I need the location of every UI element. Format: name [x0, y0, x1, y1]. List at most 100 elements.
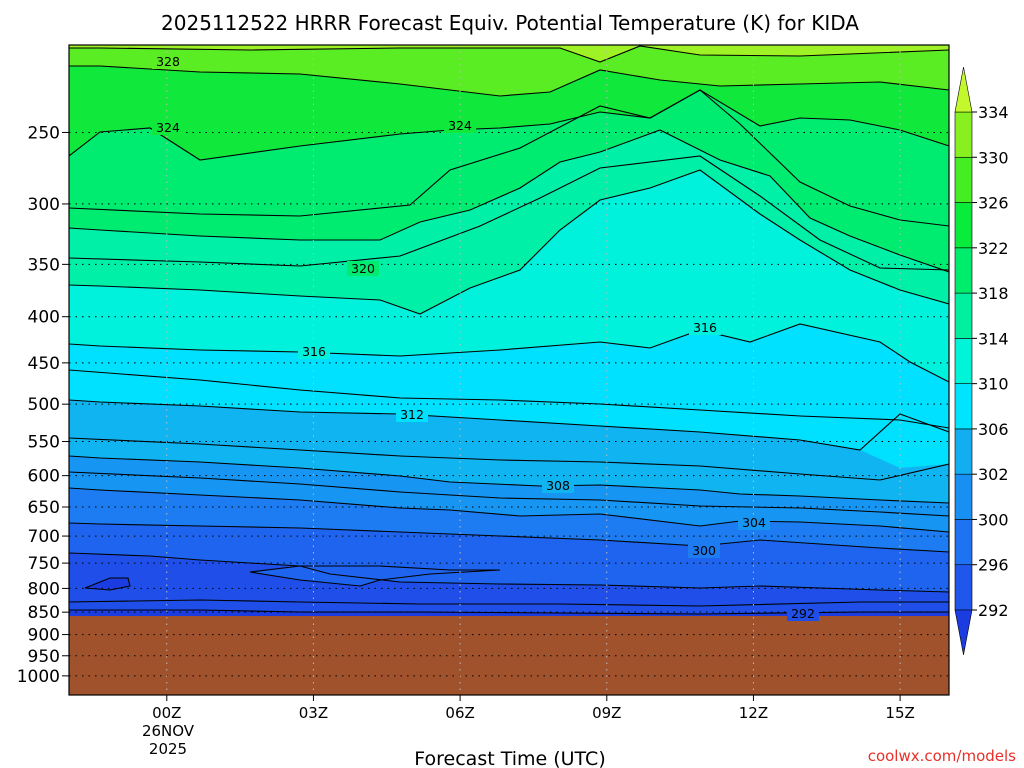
colorbar-segment [954, 292, 973, 339]
contour-line [249, 565, 501, 587]
colorbar-label: 314 [978, 329, 1009, 348]
contour-label-bg [444, 118, 476, 133]
x-tick-label: 12Z [739, 704, 768, 722]
y-tick-label: 800 [28, 579, 60, 599]
contour-line [69, 155, 949, 271]
y-tick-label: 850 [28, 603, 60, 623]
y-tick-label: 350 [28, 255, 60, 275]
x-tick-label: 15Z [885, 704, 914, 722]
credit-link[interactable]: coolwx.com/models [868, 747, 1016, 765]
y-tick-label: 400 [28, 308, 60, 328]
plot-area [69, 45, 949, 695]
colorbar-label: 326 [978, 194, 1009, 213]
colorbar-min-arrow [954, 609, 973, 656]
colorbar-label: 310 [978, 375, 1009, 394]
contour-label: 312 [400, 407, 424, 422]
contour-label: 292 [791, 606, 815, 621]
contour-line [69, 487, 949, 533]
colorbar-label: 306 [978, 420, 1009, 439]
contour-line [69, 437, 949, 481]
contour-label-bg [689, 320, 721, 335]
colorbar-segment [954, 428, 973, 475]
date-label-day: 26NOV [142, 722, 195, 740]
colorbar: 292 296 300 302 306 310 314 318 322 326 330 334 [954, 66, 1009, 656]
contour-label-bg [688, 543, 720, 558]
y-tick-label: 650 [28, 498, 60, 518]
colorbar-segment [954, 338, 973, 384]
contour-label: 320 [351, 261, 375, 276]
contour-label: 324 [448, 118, 472, 133]
colorbar-segment [954, 519, 973, 566]
colorbar-label: 292 [978, 601, 1009, 620]
y-tick-label: 950 [28, 647, 60, 667]
x-axis-label: Forecast Time (UTC) [414, 748, 605, 768]
x-tick-label: 09Z [592, 704, 621, 722]
contour-line [84, 577, 131, 591]
colorbar-segment [954, 473, 973, 520]
y-tick-label: 750 [28, 554, 60, 574]
contour-label: 316 [693, 320, 717, 335]
contour-label: 328 [156, 54, 180, 69]
band-330-334 [69, 45, 949, 96]
y-axis: 250 300 350 400 450 500 550 600 650 700 750 800 850 9… [17, 123, 69, 687]
contour-line [69, 45, 949, 63]
date-label-year: 2025 [149, 740, 187, 758]
colorbar-segment [954, 383, 973, 430]
colorbar-label: 318 [978, 284, 1009, 303]
chart-title: 2025112522 HRRR Forecast Equiv. Potentia… [161, 11, 859, 35]
y-tick-label: 250 [28, 123, 60, 143]
contour-line [69, 609, 949, 615]
contour-line [69, 552, 949, 593]
contour-line [69, 455, 949, 504]
contour-line [69, 323, 949, 383]
contour-line [69, 65, 949, 97]
y-tick-label: 900 [28, 626, 60, 646]
colorbar-label: 300 [978, 510, 1009, 529]
contour-label: 308 [546, 478, 570, 493]
contour-line [69, 522, 949, 553]
colorbar-segment [954, 156, 973, 203]
contour-line [69, 471, 949, 517]
x-tick-label: 03Z [299, 704, 328, 722]
y-tick-label: 500 [28, 395, 60, 415]
band-pocket-left [85, 578, 130, 590]
y-tick-label: 300 [28, 195, 60, 215]
x-tick-label: 00Z [152, 704, 181, 722]
colorbar-segment [954, 111, 973, 158]
x-tick-label: 06Z [445, 704, 474, 722]
contour-label: 300 [692, 543, 716, 558]
contour-label-bg [542, 478, 574, 493]
colorbar-label: 330 [978, 148, 1009, 167]
colorbar-segment [954, 564, 973, 611]
colorbar-max-arrow [954, 66, 973, 113]
contour-line [69, 89, 949, 161]
grid [69, 45, 949, 695]
contour-line [69, 169, 949, 315]
ground-mask [69, 616, 949, 695]
colorbar-label: 296 [978, 556, 1009, 575]
contour-label: 324 [156, 120, 180, 135]
y-tick-label: 450 [28, 354, 60, 374]
contour-line [69, 369, 949, 429]
y-tick-label: 1000 [17, 667, 60, 687]
contour-label-bg [787, 606, 819, 621]
contour-label: 304 [742, 515, 766, 530]
y-tick-label: 700 [28, 527, 60, 547]
contour-label-bg [347, 261, 379, 276]
contour-labels: 328 324 324 320 316 316 312 308 304 300 … [152, 54, 819, 621]
contour-label-bg [152, 54, 184, 69]
contour-label: 316 [302, 344, 326, 359]
contour-label-bg [738, 515, 770, 530]
contour-label-bg [396, 407, 428, 422]
contour-line [69, 399, 949, 451]
colorbar-segment [954, 247, 973, 294]
contour-lines [69, 45, 949, 615]
contour-line [69, 89, 949, 227]
colorbar-label: 322 [978, 239, 1009, 258]
contour-line [69, 129, 949, 273]
contour-label-bg [298, 344, 330, 359]
y-tick-label: 600 [28, 467, 60, 487]
plot-frame [68, 44, 950, 696]
y-tick-label: 550 [28, 433, 60, 453]
